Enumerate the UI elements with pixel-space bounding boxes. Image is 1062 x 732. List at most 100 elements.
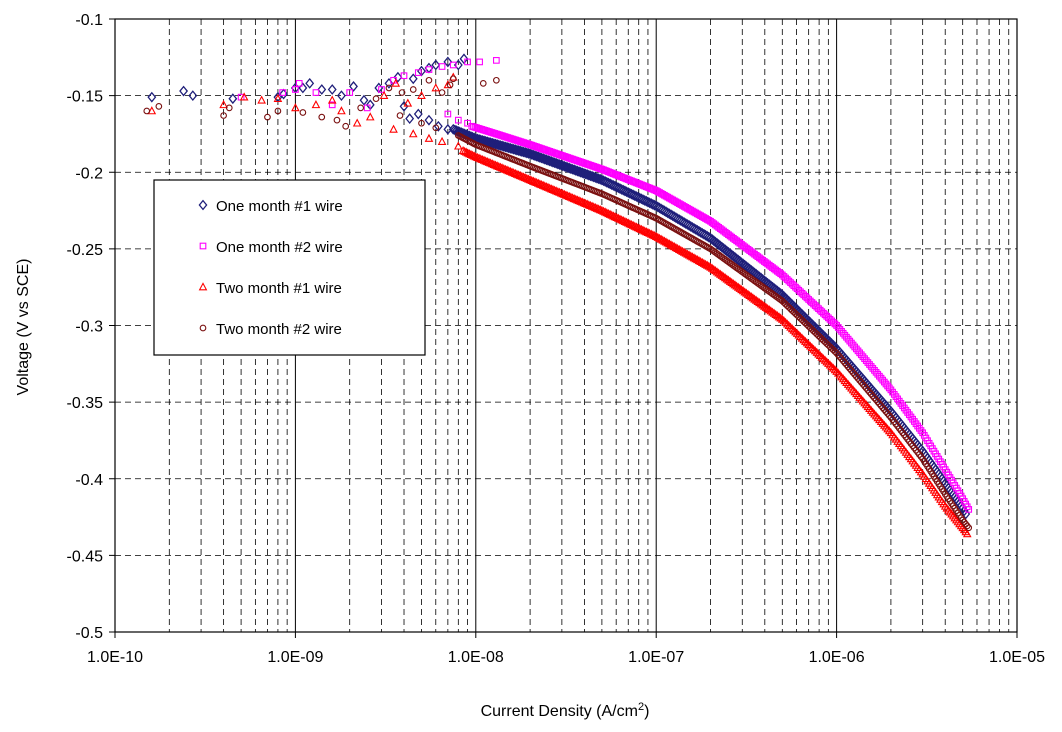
triangle-marker <box>501 164 510 173</box>
x-tick-label: 1.0E-09 <box>267 649 323 666</box>
x-tick-label: 1.0E-05 <box>989 649 1045 666</box>
triangle-marker <box>691 254 701 263</box>
diamond-marker <box>298 82 308 94</box>
triangle-marker <box>822 357 832 366</box>
triangle-marker <box>257 95 266 104</box>
triangle-marker <box>704 261 714 270</box>
triangle-marker <box>860 398 869 407</box>
triangle-marker <box>699 258 709 267</box>
grid-lines <box>114 18 1018 633</box>
x-tick-label: 1.0E-06 <box>809 649 865 666</box>
triangle-marker <box>809 344 818 353</box>
triangle-marker <box>712 267 722 276</box>
y-tick-label: -0.35 <box>67 395 104 412</box>
diamond-marker <box>413 108 423 120</box>
triangle-marker <box>291 103 300 112</box>
square-marker <box>295 80 303 87</box>
triangle-marker <box>878 418 887 427</box>
triangle-marker <box>454 141 463 150</box>
triangle-marker <box>487 159 497 168</box>
series-2 <box>237 57 973 513</box>
triangle-marker <box>730 280 740 289</box>
triangle-marker <box>881 422 891 431</box>
triangle-marker <box>499 163 509 173</box>
triangle-marker <box>671 242 681 252</box>
triangle-marker <box>627 220 636 229</box>
triangle-marker <box>768 307 777 316</box>
triangle-marker <box>817 352 827 361</box>
triangle-marker <box>702 260 712 269</box>
circle-marker <box>849 369 857 376</box>
triangle-marker <box>782 319 792 328</box>
triangle-marker <box>760 301 769 310</box>
triangle-marker <box>771 309 781 318</box>
triangle-marker <box>781 317 790 326</box>
triangle-marker <box>509 168 518 177</box>
triangle-marker <box>610 212 620 221</box>
diamond-marker <box>443 56 453 68</box>
triangle-marker <box>764 305 774 314</box>
triangle-marker <box>609 211 618 220</box>
triangle-marker <box>758 300 768 309</box>
triangle-marker <box>745 290 754 300</box>
circle-marker <box>963 522 971 530</box>
y-tick-label: -0.5 <box>75 625 103 642</box>
triangle-marker <box>474 153 484 162</box>
square-marker <box>454 116 462 124</box>
square-marker <box>449 61 457 69</box>
triangle-marker <box>665 239 674 248</box>
diamond-marker <box>384 77 394 89</box>
triangle-marker <box>437 136 447 145</box>
x-tick-label: 1.0E-08 <box>448 649 504 666</box>
circle-marker <box>866 388 873 396</box>
circle-marker <box>841 359 849 367</box>
triangle-marker <box>738 286 748 295</box>
square-marker <box>414 69 422 76</box>
triangle-marker <box>694 255 704 265</box>
diamond-marker <box>405 113 415 125</box>
triangle-marker <box>668 241 677 250</box>
triangle-marker <box>688 252 697 261</box>
triangle-marker <box>751 295 761 304</box>
y-tick-label: -0.2 <box>75 165 103 182</box>
triangle-marker <box>615 214 625 223</box>
triangle-marker <box>729 279 738 288</box>
circle-marker <box>851 371 859 378</box>
triangle-marker <box>962 529 972 538</box>
triangle-marker <box>443 80 453 89</box>
triangle-marker <box>825 360 835 369</box>
triangle-marker <box>484 157 494 166</box>
circle-marker <box>861 382 868 390</box>
diamond-marker <box>337 90 346 102</box>
triangle-marker <box>837 372 846 381</box>
triangle-marker <box>504 166 514 175</box>
triangle-marker <box>311 100 321 109</box>
square-marker <box>400 72 408 80</box>
triangle-marker <box>714 268 723 277</box>
triangle-marker <box>658 235 668 244</box>
triangle-marker <box>352 118 362 127</box>
circle-marker <box>843 361 850 369</box>
triangle-marker <box>777 314 787 323</box>
triangle-marker <box>365 112 375 121</box>
triangle-marker <box>635 223 645 233</box>
circle-marker <box>220 112 227 119</box>
triangle-marker <box>638 225 648 234</box>
triangle-marker <box>684 250 694 259</box>
circle-marker <box>838 355 845 363</box>
triangle-marker <box>607 210 617 219</box>
triangle-marker <box>618 216 628 225</box>
diamond-marker <box>349 81 358 92</box>
diamond-marker <box>393 71 403 83</box>
y-tick-label: -0.1 <box>75 12 103 29</box>
legend-item: One month #1 wire <box>198 198 343 215</box>
data-markers <box>143 53 973 538</box>
triangle-marker <box>727 277 737 287</box>
triangle-marker <box>797 333 807 342</box>
triangle-marker <box>683 249 692 258</box>
triangle-marker <box>799 335 809 344</box>
series-3 <box>147 72 972 538</box>
y-tick-label: -0.45 <box>67 548 104 565</box>
triangle-marker <box>637 224 646 233</box>
